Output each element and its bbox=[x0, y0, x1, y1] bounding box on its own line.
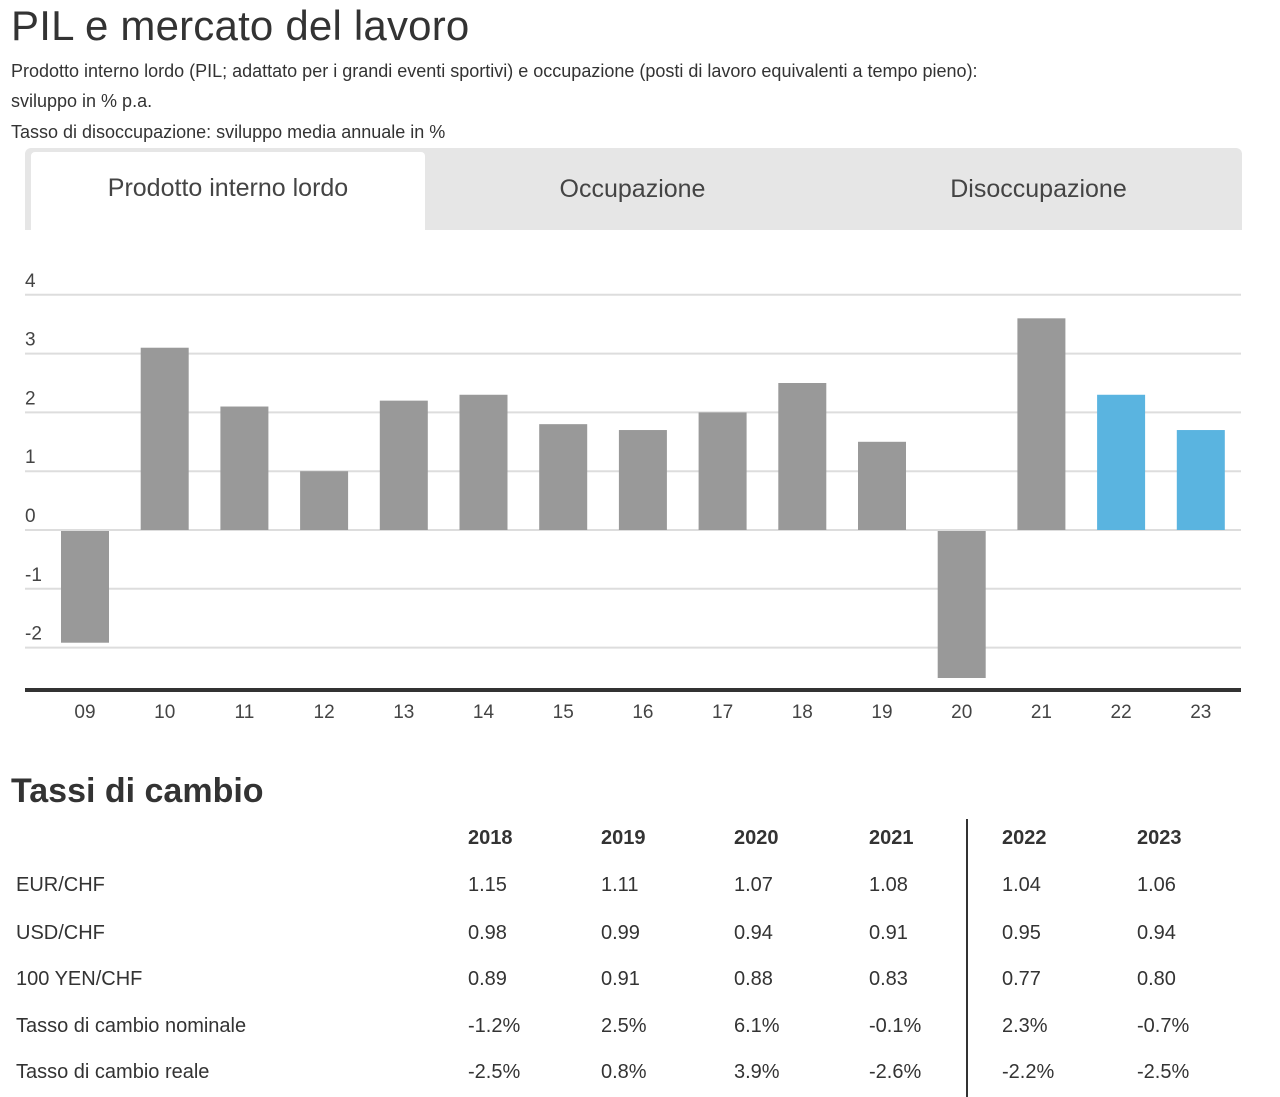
table-cell: 0.99 bbox=[601, 922, 640, 944]
bar-17 bbox=[698, 412, 747, 530]
table-cell: 0.91 bbox=[869, 922, 908, 944]
row-label: EUR/CHF bbox=[16, 874, 105, 896]
bar-15 bbox=[539, 424, 588, 530]
x-tick-label: 13 bbox=[393, 702, 414, 723]
tab-bar: Prodotto interno lordo Occupazione Disoc… bbox=[25, 148, 1242, 230]
x-tick-label: 15 bbox=[553, 702, 574, 723]
bar-18 bbox=[778, 383, 827, 530]
table-cell: 0.89 bbox=[468, 968, 507, 990]
x-tick-label: 09 bbox=[74, 702, 95, 723]
y-tick-label: 4 bbox=[25, 271, 36, 292]
x-tick-label: 10 bbox=[154, 702, 175, 723]
table-cell: 0.98 bbox=[468, 922, 507, 944]
year-header-2021: 2021 bbox=[869, 827, 914, 849]
table-cell: -2.2% bbox=[1002, 1061, 1055, 1083]
year-header-2020: 2020 bbox=[734, 827, 779, 849]
year-header-2019: 2019 bbox=[601, 827, 646, 849]
forecast-divider bbox=[966, 819, 968, 1097]
tab-gdp[interactable]: Prodotto interno lordo bbox=[31, 152, 425, 230]
table-cell: 3.9% bbox=[734, 1061, 780, 1083]
x-tick-label: 21 bbox=[1031, 702, 1052, 723]
row-label: Tasso di cambio reale bbox=[16, 1061, 210, 1083]
y-tick-label: 0 bbox=[25, 506, 36, 527]
table-cell: -0.1% bbox=[869, 1015, 922, 1037]
x-tick-label: 22 bbox=[1111, 702, 1132, 723]
y-tick-label: -2 bbox=[25, 624, 42, 645]
subtitle-line-2: sviluppo in % p.a. bbox=[11, 91, 153, 111]
tab-unemployment[interactable]: Disoccupazione bbox=[950, 174, 1127, 203]
subtitle-line-1: Prodotto interno lordo (PIL; adattato pe… bbox=[11, 61, 978, 81]
x-tick-label: 23 bbox=[1190, 702, 1211, 723]
table-cell: -1.2% bbox=[468, 1015, 521, 1037]
y-tick-label: -1 bbox=[25, 565, 42, 586]
table-cell: -2.5% bbox=[1137, 1061, 1190, 1083]
bar-09 bbox=[61, 531, 109, 643]
table-cell: 1.06 bbox=[1137, 874, 1176, 896]
x-tick-label: 18 bbox=[792, 702, 813, 723]
table-cell: 0.8% bbox=[601, 1061, 647, 1083]
bar-11 bbox=[220, 406, 269, 530]
y-tick-label: 2 bbox=[25, 388, 36, 409]
table-cell: 6.1% bbox=[734, 1015, 780, 1037]
year-header-2022: 2022 bbox=[1002, 827, 1047, 849]
x-tick-label: 20 bbox=[951, 702, 972, 723]
table-cell: -0.7% bbox=[1137, 1015, 1190, 1037]
bar-16 bbox=[618, 430, 667, 530]
x-tick-label: 14 bbox=[473, 702, 495, 723]
y-tick-label: 1 bbox=[25, 447, 36, 468]
row-label: 100 YEN/CHF bbox=[16, 968, 143, 990]
table-cell: 1.11 bbox=[601, 874, 639, 896]
table-cell: 0.77 bbox=[1002, 968, 1041, 990]
table-cell: 0.91 bbox=[601, 968, 640, 990]
bar-22 bbox=[1097, 394, 1146, 530]
subtitle-line-3: Tasso di disoccupazione: sviluppo media … bbox=[11, 122, 446, 142]
bar-19 bbox=[858, 441, 906, 530]
page-title: PIL e mercato del lavoro bbox=[11, 2, 470, 49]
tab-employment[interactable]: Occupazione bbox=[559, 174, 706, 203]
y-tick-label: 3 bbox=[25, 330, 36, 351]
table-cell: -2.6% bbox=[869, 1061, 922, 1083]
table-cell: 0.95 bbox=[1002, 922, 1041, 944]
table-cell: 0.83 bbox=[869, 968, 908, 990]
x-tick-label: 12 bbox=[314, 702, 335, 723]
year-header-2023: 2023 bbox=[1137, 827, 1182, 849]
table-cell: 0.94 bbox=[1137, 922, 1176, 944]
x-tick-label: 11 bbox=[235, 702, 255, 723]
table-cell: 1.07 bbox=[734, 874, 773, 896]
bar-23 bbox=[1176, 430, 1225, 530]
x-tick-label: 19 bbox=[871, 702, 892, 723]
bar-10 bbox=[140, 347, 189, 530]
row-label: Tasso di cambio nominale bbox=[16, 1015, 247, 1037]
row-label: USD/CHF bbox=[16, 922, 105, 944]
bar-21 bbox=[1017, 318, 1066, 530]
exchange-rates-title: Tassi di cambio bbox=[11, 772, 264, 810]
bar-13 bbox=[379, 400, 428, 530]
table-cell: 2.3% bbox=[1002, 1015, 1048, 1037]
x-tick-label: 16 bbox=[632, 702, 653, 723]
bar-20 bbox=[937, 531, 986, 678]
table-cell: 2.5% bbox=[601, 1015, 647, 1037]
table-cell: 0.80 bbox=[1137, 968, 1176, 990]
table-cell: 0.88 bbox=[734, 968, 773, 990]
table-cell: 1.15 bbox=[468, 874, 507, 896]
bar-12 bbox=[300, 471, 349, 530]
bar-14 bbox=[459, 394, 508, 530]
year-header-2018: 2018 bbox=[468, 827, 513, 849]
x-tick-label: 17 bbox=[712, 702, 733, 723]
table-cell: -2.5% bbox=[468, 1061, 521, 1083]
table-cell: 1.04 bbox=[1002, 874, 1041, 896]
table-cell: 0.94 bbox=[734, 922, 773, 944]
table-cell: 1.08 bbox=[869, 874, 908, 896]
